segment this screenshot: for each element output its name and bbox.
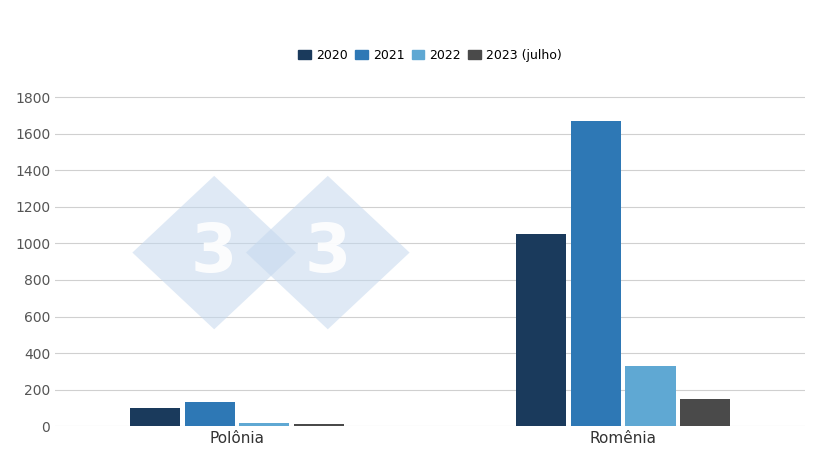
Bar <box>625 366 675 426</box>
Polygon shape <box>132 176 296 329</box>
Polygon shape <box>246 176 410 329</box>
Bar <box>239 423 289 426</box>
Bar <box>570 121 620 426</box>
Bar <box>184 402 234 426</box>
Bar <box>130 408 180 426</box>
Text: 3: 3 <box>191 219 237 285</box>
Bar <box>516 234 566 426</box>
Bar <box>293 424 343 426</box>
Legend: 2020, 2021, 2022, 2023 (julho): 2020, 2021, 2022, 2023 (julho) <box>293 44 566 66</box>
Bar <box>679 399 729 426</box>
Text: 3: 3 <box>305 219 351 285</box>
